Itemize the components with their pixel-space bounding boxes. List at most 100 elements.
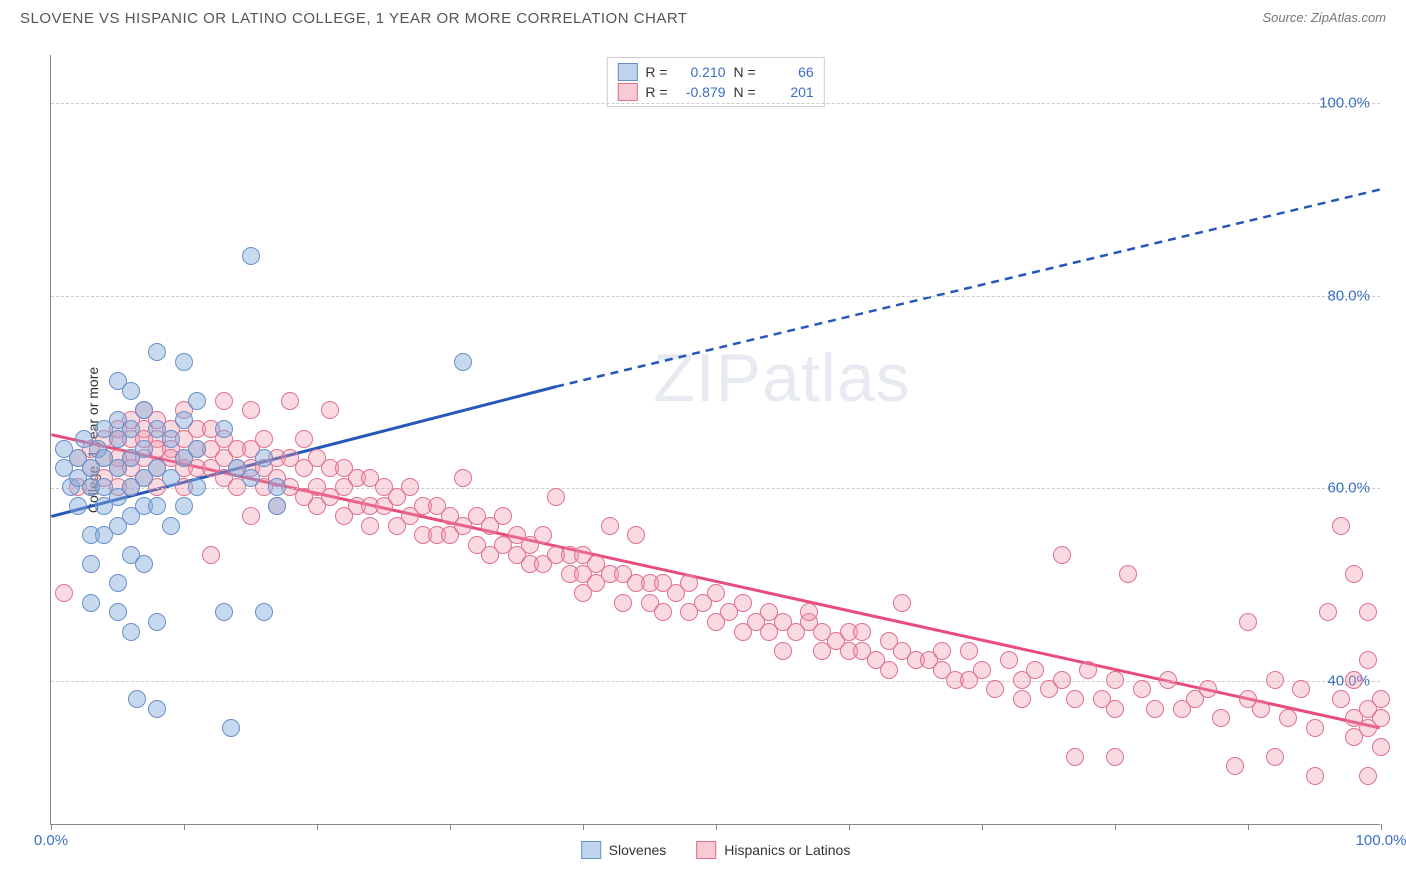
data-point — [69, 497, 87, 515]
data-point — [1252, 700, 1270, 718]
data-point — [1199, 680, 1217, 698]
data-point — [973, 661, 991, 679]
data-point — [188, 440, 206, 458]
r-label: R = — [645, 64, 667, 80]
data-point — [361, 517, 379, 535]
data-point — [1119, 565, 1137, 583]
data-point — [215, 603, 233, 621]
data-point — [1319, 603, 1337, 621]
data-point — [215, 392, 233, 410]
series-legend: Slovenes Hispanics or Latinos — [581, 841, 851, 859]
data-point — [215, 420, 233, 438]
data-point — [1026, 661, 1044, 679]
data-point — [1106, 700, 1124, 718]
data-point — [654, 603, 672, 621]
data-point — [255, 603, 273, 621]
swatch-slovenes — [581, 841, 601, 859]
data-point — [162, 517, 180, 535]
correlation-legend: R = 0.210 N = 66 R = -0.879 N = 201 — [606, 57, 824, 107]
data-point — [82, 594, 100, 612]
data-point — [1359, 603, 1377, 621]
data-point — [321, 401, 339, 419]
r-value-slovenes: 0.210 — [676, 64, 726, 80]
n-value-slovenes: 66 — [764, 64, 814, 80]
xtick — [849, 824, 850, 830]
data-point — [109, 574, 127, 592]
ytick-label: 80.0% — [1327, 287, 1370, 304]
xtick — [1248, 824, 1249, 830]
data-point — [1266, 748, 1284, 766]
data-point — [1146, 700, 1164, 718]
data-point — [135, 440, 153, 458]
data-point — [135, 555, 153, 573]
r-label: R = — [645, 84, 667, 100]
data-point — [128, 690, 146, 708]
legend-label-slovenes: Slovenes — [609, 842, 667, 858]
data-point — [893, 594, 911, 612]
data-point — [960, 642, 978, 660]
data-point — [242, 401, 260, 419]
data-point — [242, 507, 260, 525]
xtick — [184, 824, 185, 830]
legend-item-slovenes: Slovenes — [581, 841, 667, 859]
data-point — [1066, 748, 1084, 766]
data-point — [1013, 690, 1031, 708]
data-point — [734, 594, 752, 612]
ytick-label: 100.0% — [1319, 95, 1370, 112]
data-point — [148, 497, 166, 515]
data-point — [1266, 671, 1284, 689]
xtick — [317, 824, 318, 830]
data-point — [1372, 738, 1390, 756]
chart-title: SLOVENE VS HISPANIC OR LATINO COLLEGE, 1… — [20, 10, 688, 27]
data-point — [162, 469, 180, 487]
data-point — [680, 574, 698, 592]
data-point — [1372, 709, 1390, 727]
watermark: ZIPatlas — [653, 339, 910, 417]
data-point — [601, 517, 619, 535]
data-point — [175, 497, 193, 515]
gridline — [51, 296, 1380, 297]
data-point — [1359, 651, 1377, 669]
data-point — [188, 392, 206, 410]
r-value-hispanics: -0.879 — [676, 84, 726, 100]
gridline — [51, 103, 1380, 104]
data-point — [1306, 719, 1324, 737]
data-point — [1133, 680, 1151, 698]
data-point — [1345, 671, 1363, 689]
data-point — [135, 401, 153, 419]
data-point — [148, 613, 166, 631]
data-point — [707, 584, 725, 602]
data-point — [614, 594, 632, 612]
data-point — [534, 526, 552, 544]
xtick-label: 0.0% — [34, 832, 68, 849]
xtick-label: 100.0% — [1356, 832, 1406, 849]
data-point — [175, 353, 193, 371]
xtick — [583, 824, 584, 830]
data-point — [268, 497, 286, 515]
data-point — [1359, 767, 1377, 785]
data-point — [1306, 767, 1324, 785]
data-point — [494, 507, 512, 525]
legend-item-hispanics: Hispanics or Latinos — [696, 841, 850, 859]
data-point — [1159, 671, 1177, 689]
data-point — [255, 430, 273, 448]
data-point — [82, 555, 100, 573]
data-point — [1066, 690, 1084, 708]
data-point — [401, 478, 419, 496]
xtick — [51, 824, 52, 830]
swatch-hispanics — [617, 83, 637, 101]
plot-area: ZIPatlas R = 0.210 N = 66 R = -0.879 N =… — [50, 55, 1380, 825]
ytick-label: 60.0% — [1327, 480, 1370, 497]
data-point — [1226, 757, 1244, 775]
xtick — [1381, 824, 1382, 830]
data-point — [268, 478, 286, 496]
data-point — [109, 603, 127, 621]
data-point — [281, 392, 299, 410]
data-point — [222, 719, 240, 737]
data-point — [1079, 661, 1097, 679]
data-point — [1239, 613, 1257, 631]
data-point — [933, 642, 951, 660]
data-point — [148, 343, 166, 361]
data-point — [1106, 671, 1124, 689]
data-point — [800, 603, 818, 621]
